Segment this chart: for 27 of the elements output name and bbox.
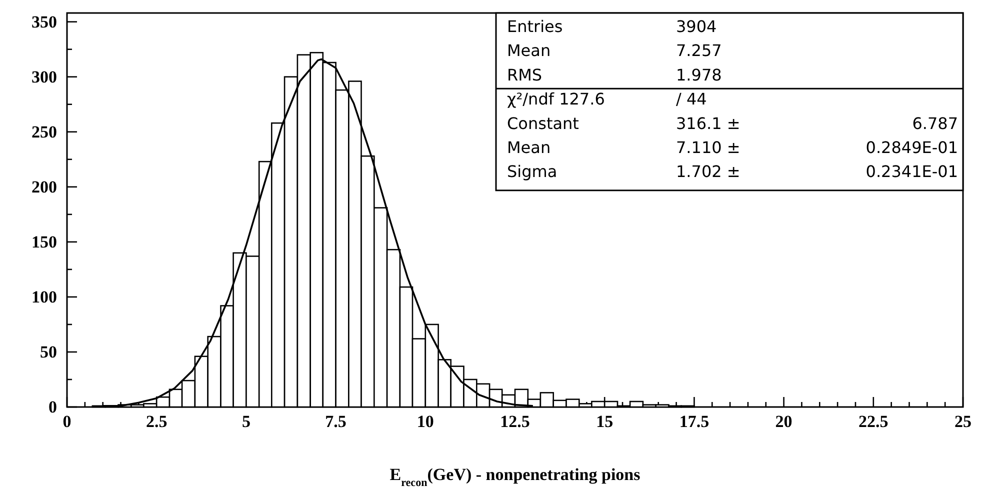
text: Entries 3904 — [507, 17, 717, 36]
x-tick-label: 25 — [954, 412, 972, 432]
text: χ²/ndf 127.6 / 44 — [507, 90, 707, 109]
text: Constant 316.1 ± 6.787 — [507, 114, 958, 133]
y-tick-label: 150 — [32, 232, 57, 252]
x-tick-label: 10 — [416, 412, 434, 432]
y-tick-label: 300 — [32, 67, 57, 86]
text: RMS 1.978 — [507, 65, 722, 84]
x-tick-label: 15 — [596, 412, 614, 432]
x-tick-label: 17.5 — [679, 412, 710, 432]
text: Sigma 1.702 ± 0.2341E-01 — [507, 162, 958, 182]
x-tick-label: 5 — [242, 412, 250, 432]
text: Mean 7.110 ± 0.2849E-01 — [507, 138, 958, 157]
x-tick-label: 0 — [62, 412, 72, 432]
x-tick-label: 22.5 — [858, 412, 888, 432]
y-tick-label: 0 — [48, 397, 57, 416]
y-tick-label: 200 — [32, 177, 57, 196]
x-tick-label: 20 — [775, 412, 792, 432]
y-tick-label: 350 — [32, 12, 57, 32]
x-axis-title: E$_{recon}$(GeV) - nonpenetrating pions — [390, 465, 641, 489]
y-tick-label: 50 — [40, 342, 57, 362]
y-tick-label: 250 — [32, 122, 57, 142]
x-tick-label: 2.5 — [146, 412, 168, 432]
y-tick-label: 100 — [32, 287, 57, 306]
x-tick-label: 12.5 — [500, 412, 530, 432]
text: Mean 7.257 — [507, 41, 722, 60]
x-tick-label: 7.5 — [325, 412, 346, 432]
